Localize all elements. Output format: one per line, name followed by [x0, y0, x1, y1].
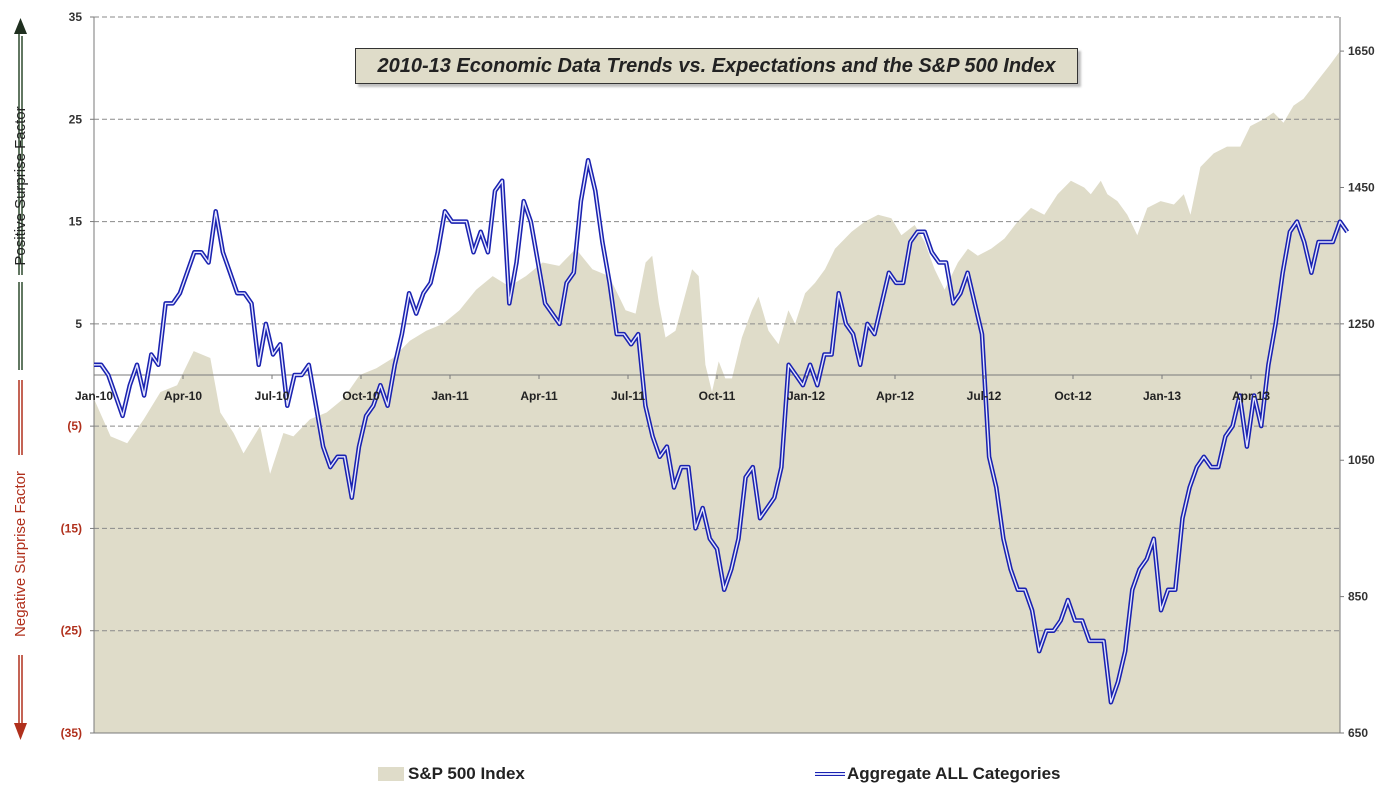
x-tick-label: Oct-10	[342, 389, 380, 403]
x-tick-label: Apr-11	[520, 389, 558, 403]
x-tick-label: Jul-12	[967, 389, 1002, 403]
x-tick-label: Jul-10	[255, 389, 290, 403]
left-tick-label: 5	[75, 317, 82, 331]
left-tick-label: (25)	[61, 624, 82, 638]
sp500-area-layer	[94, 51, 1340, 734]
left-tick-label: (15)	[61, 521, 82, 535]
x-tick-label: Oct-12	[1054, 389, 1092, 403]
x-tick-label: Jan-10	[75, 389, 113, 403]
sp500-area	[94, 51, 1340, 734]
left-tick-label: 15	[69, 215, 83, 229]
x-tick-label: Oct-11	[699, 389, 736, 403]
x-tick-label: Apr-13	[1232, 389, 1270, 403]
left-tick-label: (35)	[61, 726, 82, 740]
chart-title-text: 2010-13 Economic Data Trends vs. Expecta…	[377, 54, 1056, 77]
x-axis-ticks: Jan-10 Apr-10 Jul-10 Oct-10 Jan-11 Apr-11 Jul-…	[75, 375, 1270, 403]
negative-arrow-connector	[18, 380, 23, 455]
x-tick-label: Jan-13	[1143, 389, 1181, 403]
legend-item-sp500: S&P 500 Index	[378, 764, 525, 784]
positive-arrow-connector	[18, 282, 23, 370]
x-tick-label: Jan-11	[431, 389, 469, 403]
negative-surprise-label: Negative Surprise Factor	[12, 471, 29, 637]
chart-title: 2010-13 Economic Data Trends vs. Expecta…	[355, 48, 1078, 84]
x-tick-label: Apr-10	[164, 389, 202, 403]
left-tick-label: (5)	[67, 419, 82, 433]
legend-swatch-area	[378, 767, 404, 781]
right-tick-label: 1250	[1348, 317, 1375, 331]
positive-arrow-icon	[14, 18, 27, 275]
legend-label-sp500: S&P 500 Index	[408, 764, 525, 783]
left-tick-label: 25	[69, 112, 83, 126]
legend-item-aggregate: Aggregate ALL Categories	[815, 764, 1061, 784]
left-tick-label: 35	[69, 10, 83, 24]
aggregate-line-layer	[94, 157, 1350, 705]
right-tick-label: 1450	[1348, 180, 1375, 194]
right-tick-label: 650	[1348, 726, 1368, 740]
right-axis-ticks: 1650 1450 1250 1050 850 650	[1340, 44, 1375, 740]
x-tick-label: Apr-12	[876, 389, 914, 403]
negative-arrow-icon	[14, 655, 27, 740]
left-axis-ticks: 35 25 15 5 (5) (15) (25) (35)	[61, 10, 94, 740]
legend-swatch-line	[815, 772, 845, 776]
right-tick-label: 850	[1348, 590, 1368, 604]
legend-label-aggregate: Aggregate ALL Categories	[847, 764, 1061, 783]
right-tick-label: 1650	[1348, 44, 1375, 58]
positive-surprise-label: Positive Surprise Factor	[12, 106, 29, 265]
aggregate-line-inner	[94, 159, 1348, 703]
x-tick-label: Jan-12	[787, 389, 825, 403]
right-tick-label: 1050	[1348, 453, 1375, 467]
x-tick-label: Jul-11	[611, 389, 645, 403]
